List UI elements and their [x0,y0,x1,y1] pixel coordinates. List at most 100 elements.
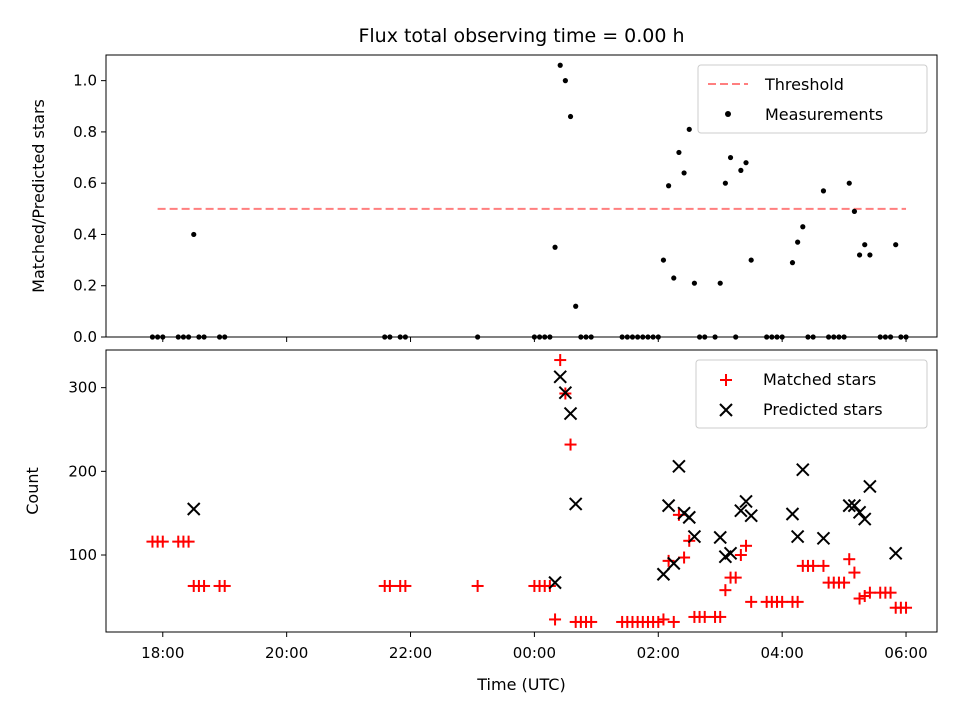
predicted-star-point [187,502,201,516]
predicted-star-point [790,529,805,544]
measurement-point [727,154,734,161]
measurement-point [717,280,723,286]
predicted-star-point [656,567,671,581]
top-y-ticks: 0.0 0.2 0.4 0.6 0.8 1.0 [73,72,106,346]
y-tick-label: 200 [68,462,97,480]
legend-predicted-swatch [719,403,733,417]
x-tick-label: 06:00 [884,644,927,662]
predicted-star-point [858,512,872,526]
measurement-point [185,334,192,340]
legend-measurements-swatch [725,111,731,117]
measurement-point [216,334,223,340]
predicted-star-point [723,546,738,561]
x-tick-label: 20:00 [265,644,308,662]
measurement-point [882,334,888,340]
x-axis-label: Time (UTC) [476,675,565,694]
predicted-star-point [548,575,562,590]
measurement-point [856,252,863,258]
bottom-panel: 100 200 300 18:00 20:00 22:00 00:00 02:00 04:00… [23,349,938,694]
measurement-point [635,334,641,340]
matched-star-point [740,539,753,552]
x-tick-label: 04:00 [761,644,804,662]
matched-star-point [657,613,670,626]
matched-star-point [745,595,758,608]
measurement-point [175,334,181,340]
matched-star-point [714,610,727,623]
count-points [146,354,913,628]
measurement-point [696,334,703,340]
matched-star-point [554,354,567,367]
measurement-point [222,334,228,340]
predicted-star-point [672,459,686,474]
top-legend: Threshold Measurements [697,64,928,134]
measurement-point [629,334,636,340]
matched-star-point [863,586,876,599]
measurement-point [877,334,883,340]
measurement-point [666,183,672,189]
measurement-point [810,334,816,340]
matched-star-point [734,549,747,562]
measurement-point [149,334,156,340]
y-tick-label: 300 [68,379,97,397]
matched-star-point [399,579,412,592]
predicted-star-point [667,556,681,571]
measurement-point [681,170,687,176]
measurement-point [898,334,904,340]
measurement-point [557,62,563,68]
matched-star-point [853,592,866,605]
measurement-point [397,334,403,340]
matched-star-point [652,615,665,628]
predicted-star-point [713,530,727,545]
matched-star-point [678,551,691,564]
bottom-y-axis-label: Count [23,467,42,515]
measurement-point [702,334,708,340]
measurement-point [650,334,656,340]
measurement-point [588,334,594,340]
predicted-star-point [568,497,583,511]
predicted-star-point [847,498,862,513]
measurement-point [201,334,207,340]
matched-star-point [807,559,820,572]
matched-star-point [198,579,211,592]
measurement-point [567,113,574,120]
predicted-star-point [796,462,810,477]
predicted-star-point [553,370,567,384]
matched-star-point [564,438,577,451]
measurement-point [382,334,388,340]
measurement-point [851,208,858,214]
chart-title: Flux total observing time = 0.00 h [358,25,684,47]
measurement-point [686,126,692,132]
matched-star-point [585,615,598,628]
measurement-point [624,334,630,340]
matched-star-point [776,595,789,608]
matched-star-point [843,553,856,566]
measurement-point [769,334,775,340]
bottom-x-ticks: 18:00 20:00 22:00 00:00 02:00 04:00 06:00 [141,632,928,662]
measurement-point [619,334,625,340]
predicted-star-point [842,498,856,513]
legend-measurements-label: Measurements [765,105,883,124]
measurement-point [820,188,827,194]
predicted-star-point [785,507,800,521]
measurement-point [691,280,698,286]
measurement-point [779,334,785,340]
matched-star-point [218,579,231,592]
bottom-y-ticks: 100 200 300 [68,379,106,564]
legend-matched-label: Matched stars [763,370,876,389]
measurement-point [800,224,806,230]
x-tick-label: 22:00 [389,644,432,662]
measurement-point [805,334,811,340]
measurement-point [542,334,548,340]
top-y-axis-label: Matched/Predicted stars [29,99,48,293]
bottom-axes-frame [105,349,938,633]
measurement-point [155,334,161,340]
measurement-point [676,149,682,156]
predicted-star-point [852,505,867,520]
measurement-point [836,334,842,340]
measurement-point [402,334,408,340]
matched-star-point [900,601,913,614]
matched-star-point [838,576,851,589]
predicted-star-point [734,503,748,518]
y-tick-label: 0.8 [73,123,97,141]
